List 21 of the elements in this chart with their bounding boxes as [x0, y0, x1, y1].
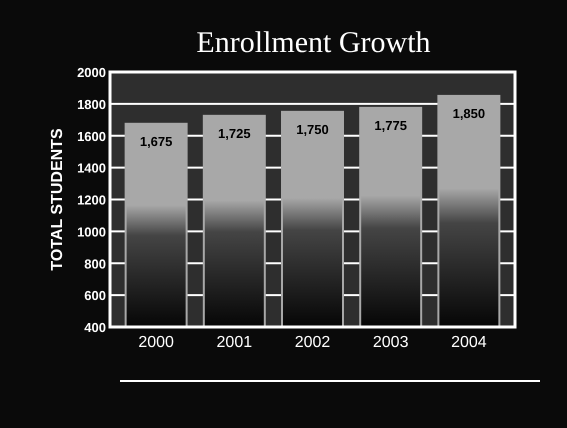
chart-title: Enrollment Growth [196, 26, 431, 59]
y-tick-label: 600 [84, 288, 106, 304]
y-tick-label: 400 [84, 320, 106, 335]
y-tick-label: 1200 [77, 192, 106, 208]
y-tick-label: 2000 [77, 65, 106, 80]
x-tick-label: 2000 [138, 334, 174, 351]
y-tick-label: 1400 [77, 160, 106, 176]
y-tick-label: 1600 [77, 128, 106, 144]
x-tick-label: 2002 [294, 334, 330, 351]
data-label: 1,725 [218, 126, 251, 141]
x-tick-label: 2004 [451, 334, 487, 351]
data-label: 1,750 [296, 122, 329, 137]
y-tick-label: 800 [84, 256, 106, 272]
x-tick-label: 2001 [216, 334, 252, 351]
y-tick-label: 1800 [77, 96, 106, 112]
y-axis-title: TOTAL STUDENTS [49, 128, 66, 271]
data-label: 1,675 [140, 134, 172, 149]
x-tick-label: 2003 [372, 334, 409, 351]
data-label: 1,850 [452, 106, 486, 121]
y-tick-label: 1000 [77, 224, 106, 240]
data-label: 1,775 [374, 118, 407, 133]
